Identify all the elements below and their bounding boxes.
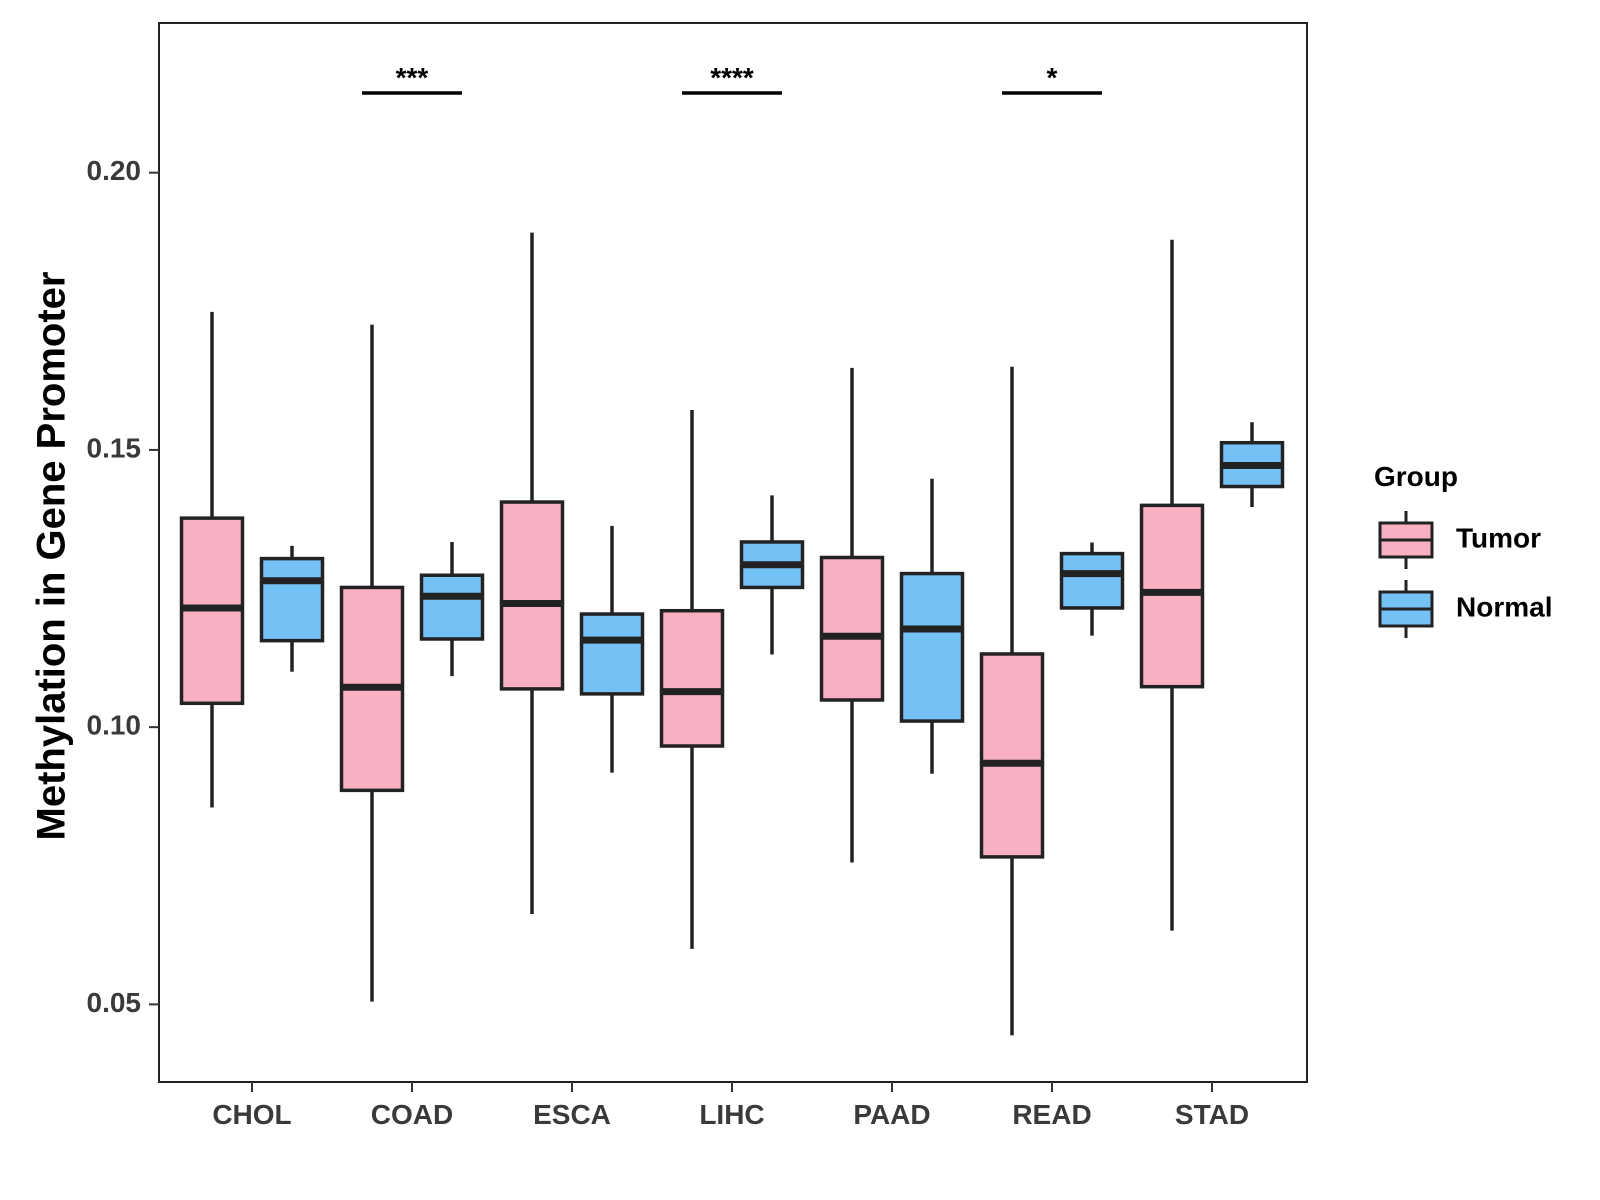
box-tumor-paad [819,367,885,863]
x-tick-label: ESCA [533,1099,611,1130]
box-iqr [819,555,885,702]
x-tick-label: COAD [371,1099,453,1130]
box-iqr [899,571,965,723]
box-tumor-coad [339,324,405,1002]
box-tumor-stad [1139,239,1205,931]
significance-annotations: *** **** * [362,62,1102,95]
x-tick-label: LIHC [699,1099,764,1130]
box-normal-stad [1219,422,1285,508]
legend: Group Tumor Normal [1374,461,1552,638]
y-tick-label: 0.15 [87,432,142,463]
legend-label-tumor: Tumor [1456,522,1541,553]
boxplot-marks [179,232,1285,1036]
significance-label: * [1047,62,1058,93]
box-iqr [419,573,485,641]
legend-title: Group [1374,461,1458,492]
box-normal-read [1059,542,1125,636]
x-tick-label: PAAD [853,1099,930,1130]
y-tick-label: 0.05 [87,987,142,1018]
box-tumor-read [979,366,1045,1036]
y-tick-label: 0.10 [87,710,142,741]
x-tick-label: READ [1012,1099,1091,1130]
box-iqr [659,608,725,748]
box-normal-esca [579,525,645,773]
significance-label: **** [710,62,754,93]
box-iqr [579,612,645,696]
x-tick-label: CHOL [212,1099,291,1130]
x-tick-label: STAD [1175,1099,1249,1130]
y-axis: 0.05 0.10 0.15 0.20 [87,155,159,1018]
plot-panel [158,22,1308,1083]
box-tumor-lihc [659,410,725,949]
box-normal-coad [419,541,485,677]
box-iqr [499,500,565,691]
box-tumor-chol [179,311,245,808]
y-axis-title: Methylation in Gene Promoter [30,272,74,841]
box-iqr [259,556,325,643]
legend-label-normal: Normal [1456,591,1552,622]
significance-label: *** [396,62,429,93]
box-normal-paad [899,478,965,774]
box-iqr [1059,551,1125,610]
box-tumor-esca [499,232,565,915]
x-axis: CHOL COAD ESCA LIHC PAAD READ STAD [212,1082,1249,1130]
box-normal-chol [259,545,325,672]
box-iqr [979,652,1045,859]
box-normal-lihc [739,495,805,655]
box-iqr [1139,503,1205,689]
y-tick-label: 0.20 [87,155,142,186]
